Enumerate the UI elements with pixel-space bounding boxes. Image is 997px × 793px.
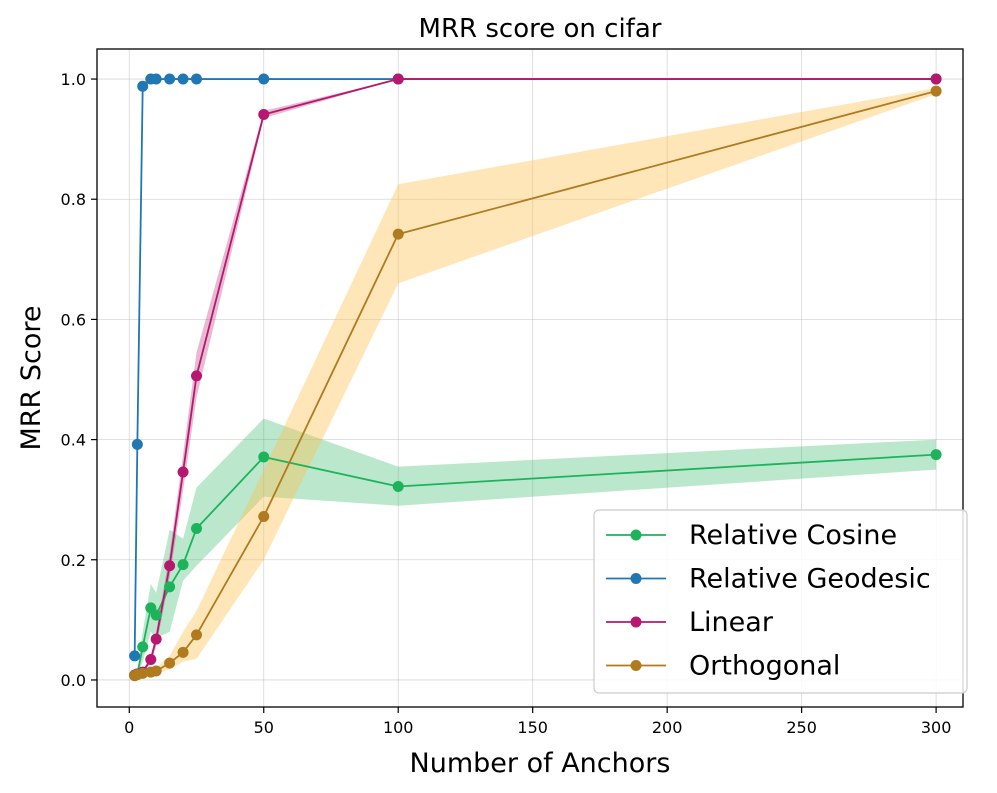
legend-marker	[630, 616, 642, 628]
legend-label: Relative Geodesic	[689, 564, 931, 595]
x-tick-label: 300	[921, 718, 952, 737]
x-axis-ticks: 0 50 100 150 200 250 300	[124, 707, 951, 737]
relative-cosine-point	[258, 451, 270, 463]
x-tick-label: 150	[517, 718, 548, 737]
relative-geodesic-point	[150, 73, 162, 85]
linear-point	[177, 466, 189, 478]
relative-cosine-point	[164, 581, 176, 593]
x-tick-label: 100	[383, 718, 414, 737]
relative-geodesic-point	[191, 73, 203, 85]
y-tick-label: 0.2	[61, 551, 86, 570]
y-tick-label: 0.4	[61, 431, 86, 450]
relative-geodesic-point	[131, 438, 143, 450]
legend-item-relative-cosine: Relative Cosine	[606, 520, 897, 551]
orthogonal-point	[392, 228, 404, 240]
relative-cosine-band	[134, 418, 937, 677]
legend-label: Relative Cosine	[689, 520, 897, 551]
legend-marker	[630, 660, 642, 671]
legend-box	[593, 509, 968, 694]
linear-point	[191, 370, 203, 382]
orthogonal-point	[177, 646, 189, 658]
relative-geodesic-point	[164, 73, 176, 85]
y-tick-label: 1.0	[61, 70, 86, 89]
x-tick-label: 0	[124, 718, 134, 737]
y-tick-label: 0.6	[61, 310, 86, 329]
x-tick-label: 250	[786, 718, 817, 737]
x-axis-label: Number of Anchors	[410, 748, 671, 779]
y-tick-label: 0.8	[61, 190, 86, 209]
relative-geodesic-point	[137, 80, 149, 92]
linear-point	[930, 73, 942, 85]
plot-frame	[96, 48, 964, 708]
legend-item-orthogonal: Orthogonal	[606, 651, 840, 682]
linear-point	[150, 633, 162, 645]
x-tick-label: 200	[652, 718, 683, 737]
relative-geodesic-point	[177, 73, 189, 85]
relative-cosine-point	[930, 449, 942, 461]
chart-title: MRR score on cifar	[419, 14, 662, 44]
orthogonal-point	[150, 665, 162, 677]
relative-cosine-point	[150, 609, 162, 621]
relative-cosine-point	[191, 523, 203, 535]
legend-marker	[630, 573, 642, 584]
legend-label: Linear	[689, 607, 774, 638]
relative-cosine-point	[392, 480, 404, 492]
y-tick-label: 0.0	[61, 671, 86, 690]
orthogonal-point	[258, 511, 270, 523]
confidence-bands	[134, 79, 937, 677]
legend-item-linear: Linear	[606, 607, 774, 638]
linear-point	[392, 73, 404, 85]
orthogonal-point	[164, 657, 176, 669]
relative-cosine-point	[137, 641, 149, 653]
legend-label: Orthogonal	[689, 651, 840, 682]
linear-point	[164, 560, 176, 572]
y-axis-label: MRR Score	[16, 305, 47, 450]
y-axis-ticks: 0.0 0.2 0.4 0.6 0.8 1.0	[61, 70, 97, 690]
relative-geodesic-point	[258, 73, 270, 85]
legend: Relative Cosine Relative Geodesic Linear Or…	[593, 509, 968, 694]
legend-item-relative-geodesic: Relative Geodesic	[606, 564, 931, 595]
x-tick-label: 50	[254, 718, 274, 737]
series-points	[129, 73, 942, 682]
linear-point	[258, 108, 270, 120]
orthogonal-point	[191, 629, 203, 641]
orthogonal-point	[930, 85, 942, 97]
legend-marker	[630, 529, 642, 541]
orthogonal-point	[137, 667, 149, 679]
relative-cosine-point	[177, 559, 189, 571]
linear-point	[145, 654, 157, 666]
orthogonal-band	[134, 88, 937, 677]
relative-geodesic-point	[129, 650, 141, 662]
